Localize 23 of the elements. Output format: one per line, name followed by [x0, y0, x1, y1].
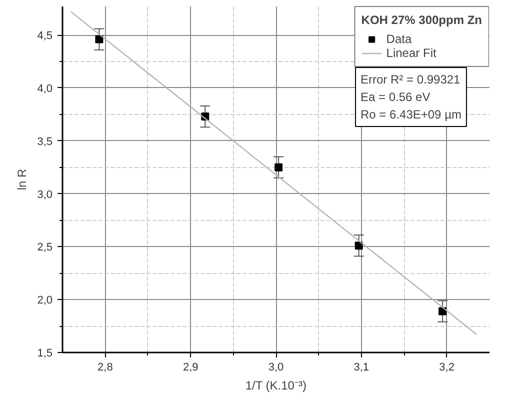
x-tick-label: 3,2	[439, 362, 454, 374]
y-tick-label: 2,5	[37, 242, 53, 254]
annotation: Error R² = 0.99321	[360, 72, 461, 86]
x-tick-label: 3,0	[268, 362, 284, 374]
point	[354, 242, 363, 250]
x-tick-label: 3,1	[354, 362, 370, 374]
y-axis-title: ln R	[15, 168, 30, 190]
x-tick-label: 2,8	[98, 362, 113, 374]
annotation: Ro = 6.43E+09 µm	[360, 108, 462, 122]
point	[274, 163, 283, 172]
x-tick-label: 2,9	[182, 362, 198, 374]
y-tick-label: 4,0	[37, 82, 53, 95]
y-tick-label: 3,5	[37, 136, 53, 148]
legend-label: Data	[386, 32, 412, 46]
annotation: Ea = 0.56 eV	[360, 90, 430, 104]
y-tick-label: 1,5	[37, 348, 53, 360]
y-tick-label: 4,5	[37, 30, 53, 42]
y-tick-label: 3,0	[37, 188, 53, 201]
x-axis-title: 1/T (K.10⁻³)	[245, 378, 306, 392]
legend-title: KOH 27% 300ppm Zn	[361, 13, 482, 27]
legend-label: Linear Fit	[386, 46, 436, 60]
y-tick-label: 2,0	[37, 294, 53, 307]
point	[95, 35, 104, 44]
